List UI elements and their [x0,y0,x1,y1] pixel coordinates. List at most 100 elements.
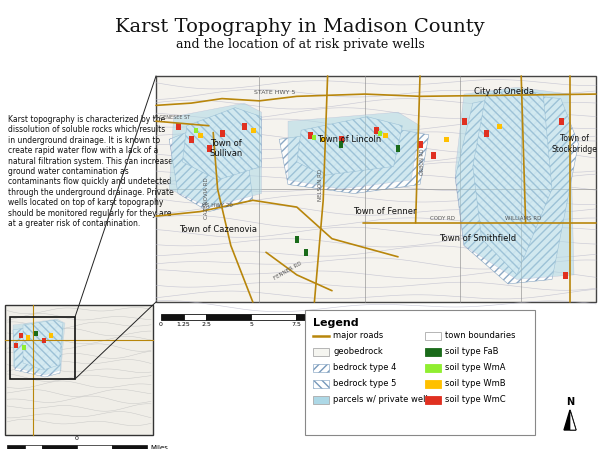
Text: 2.5: 2.5 [201,322,211,327]
Bar [379,131,382,136]
Bar [559,118,564,125]
Bar [220,129,225,136]
Bar [445,137,449,142]
Bar [462,118,467,125]
Text: WILLIAMS RD: WILLIAMS RD [505,216,542,221]
Bar [339,141,343,148]
Text: Karst topography is characterized by the
dissolution of soluble rocks which resu: Karst topography is characterized by the… [8,115,174,228]
Bar [374,127,379,134]
Text: soil type FaB: soil type FaB [445,348,499,357]
Bar [184,314,206,320]
Polygon shape [455,87,574,279]
Text: 1.25: 1.25 [176,322,190,327]
Bar [242,123,247,130]
Bar [49,333,53,338]
Text: N: N [566,397,574,407]
Polygon shape [564,410,576,430]
Bar [295,236,299,243]
Text: STATE HWY 5: STATE HWY 5 [254,90,295,96]
Bar [484,129,489,136]
Text: soil type WmC: soil type WmC [445,396,506,405]
Text: bedrock type 4: bedrock type 4 [333,364,397,373]
Text: Town of Smithfield: Town of Smithfield [439,234,516,243]
Bar [194,128,197,133]
Text: Miles: Miles [150,445,168,449]
Bar [313,396,329,404]
Bar [19,333,23,338]
Text: soil type WmB: soil type WmB [445,379,506,388]
Text: and the location of at risk private wells: and the location of at risk private well… [176,38,424,51]
Bar [10,317,75,379]
Bar [425,396,441,404]
Polygon shape [13,323,63,377]
Bar [112,445,147,449]
Bar [206,314,251,320]
Text: US HWY 20: US HWY 20 [202,203,233,208]
Text: 5: 5 [249,322,253,327]
Bar [176,123,181,130]
Bar [425,380,441,388]
Bar [251,128,256,133]
Polygon shape [13,319,65,375]
Bar [161,314,184,320]
Bar [321,137,326,142]
Text: town boundaries: town boundaries [445,331,515,340]
Text: parcels w/ private wells: parcels w/ private wells [333,396,432,405]
Bar [77,445,112,449]
Text: 7.5: 7.5 [291,322,301,327]
Bar [34,331,37,336]
Text: City of Oneida: City of Oneida [473,87,533,97]
Text: Town of
Stockbridge: Town of Stockbridge [551,134,597,154]
Text: Legend: Legend [313,318,359,328]
Bar [425,348,441,356]
Text: geobedrock: geobedrock [333,348,383,357]
Bar [25,445,42,449]
Bar [25,335,29,340]
Text: major roads: major roads [333,331,383,340]
Bar [313,135,316,140]
Bar [304,249,308,256]
Bar [305,310,535,435]
Bar [22,345,25,350]
Polygon shape [288,112,420,189]
Bar [396,145,400,152]
Bar [431,152,436,159]
Text: Karst Topography in Madison County: Karst Topography in Madison County [115,18,485,36]
Text: Town of Cazenovia: Town of Cazenovia [179,225,257,234]
Bar [563,272,568,279]
Bar [198,133,203,138]
Polygon shape [23,320,63,370]
Text: 0: 0 [159,322,163,327]
Bar [313,380,329,388]
Polygon shape [455,94,578,284]
Text: NELSON RD: NELSON RD [319,168,323,201]
Bar [296,314,341,320]
Text: FENNER RD: FENNER RD [273,260,303,281]
Text: ORBON RD: ORBON RD [420,149,425,175]
Bar [425,332,441,340]
Bar [41,338,46,343]
Bar [14,343,17,348]
Text: soil type WmA: soil type WmA [445,364,505,373]
Polygon shape [169,117,253,211]
Polygon shape [473,89,552,275]
Bar [207,145,212,152]
Bar [425,364,441,372]
Text: Town of
Sullivan: Town of Sullivan [210,139,243,158]
Polygon shape [279,126,429,194]
Bar [313,364,329,372]
Bar [308,132,313,139]
Text: 0: 0 [75,436,79,441]
Bar [5,305,153,435]
Text: Town of Fenner: Town of Fenner [353,207,416,216]
Polygon shape [570,410,576,430]
Text: 10: 10 [337,322,345,327]
Bar [42,445,77,449]
Text: CAZENOVIA RD: CAZENOVIA RD [204,177,209,219]
Polygon shape [297,117,403,176]
Text: Town of Lincoln: Town of Lincoln [317,135,382,144]
Bar [339,136,344,143]
Text: Miles: Miles [345,313,365,321]
Bar [418,141,423,148]
Bar [383,133,388,138]
